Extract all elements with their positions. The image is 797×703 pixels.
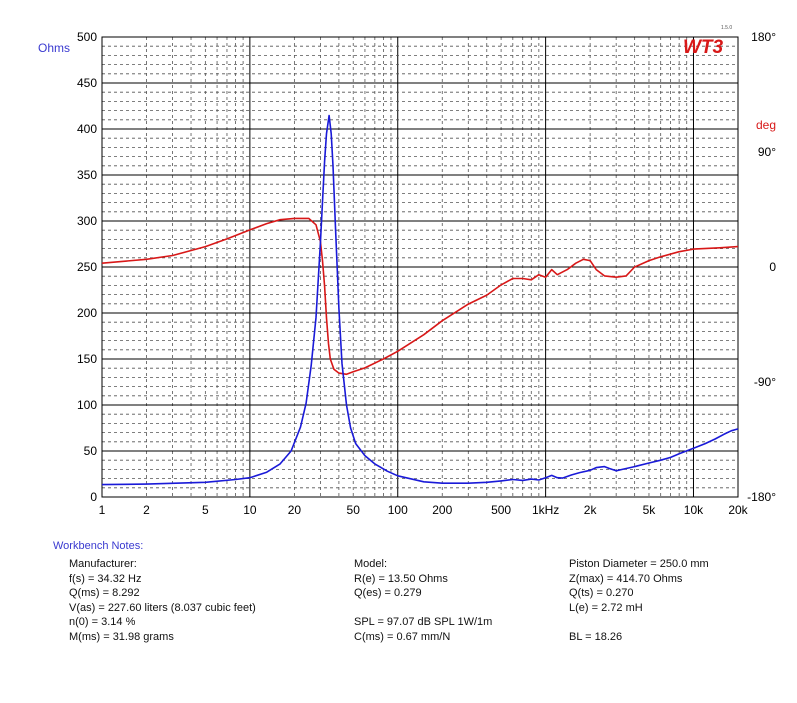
- y-right-tick-label: -90°: [754, 375, 776, 389]
- note-re: R(e) = 13.50 Ohms: [354, 572, 448, 585]
- x-tick-label: 200: [432, 503, 452, 517]
- x-tick-label: 5k: [643, 503, 657, 517]
- impedance-chart: 1 2 5 10 20 50 100 200 500 1kHz 2k 5k 10k 20k 0 50 100 15…: [38, 25, 776, 517]
- note-qms: Q(ms) = 8.292: [69, 587, 140, 600]
- x-tick-label: 10: [243, 503, 257, 517]
- x-tick-label: 1: [99, 503, 106, 517]
- y-left-tick-label: 150: [77, 352, 97, 366]
- axis-ticks: 1 2 5 10 20 50 100 200 500 1kHz 2k 5k 10k 20k 0 50 100 15…: [77, 30, 776, 517]
- note-model: Model:: [354, 558, 388, 570]
- note-mms: M(ms) = 31.98 grams: [69, 630, 174, 643]
- note-vas: V(as) = 227.60 liters (8.037 cubic feet): [69, 601, 256, 614]
- wt3-logo: WT3: [683, 37, 724, 58]
- y-right-axis-label: deg: [756, 118, 776, 132]
- x-tick-label: 500: [491, 503, 511, 517]
- notes-column-3: Piston Diameter = 250.0 mm Z(max) = 414.…: [569, 557, 709, 645]
- y-left-tick-label: 500: [77, 30, 97, 44]
- note-qts: Q(ts) = 0.270: [569, 587, 634, 600]
- y-right-tick-label: 90°: [758, 145, 776, 159]
- y-left-tick-label: 250: [77, 260, 97, 274]
- y-left-tick-label: 200: [77, 306, 97, 320]
- plot-frame: [101, 36, 739, 498]
- y-right-tick-label: -180°: [747, 490, 776, 504]
- y-left-axis-label: Ohms: [38, 41, 70, 55]
- note-qes: Q(es) = 0.279: [354, 587, 422, 600]
- y-left-tick-label: 100: [77, 398, 97, 412]
- y-left-tick-label: 450: [77, 76, 97, 90]
- y-left-tick-label: 350: [77, 168, 97, 182]
- x-tick-label: 100: [388, 503, 408, 517]
- chart-series: [101, 114, 739, 486]
- note-bl: BL = 18.26: [569, 630, 623, 643]
- x-tick-label: 20k: [728, 503, 748, 517]
- note-cms: C(ms) = 0.67 mm/N: [354, 630, 451, 643]
- note-le: L(e) = 2.72 mH: [569, 601, 643, 614]
- note-piston-diameter: Piston Diameter = 250.0 mm: [569, 558, 709, 570]
- note-spl: SPL = 97.07 dB SPL 1W/1m: [354, 616, 493, 629]
- y-right-tick-label: 0: [769, 260, 776, 274]
- note-blank-2: [569, 615, 709, 630]
- notes-column-1: Manufacturer: f(s) = 34.32 Hz Q(ms) = 8.…: [69, 557, 256, 645]
- note-zmax: Z(max) = 414.70 Ohms: [569, 572, 683, 585]
- note-blank: [354, 601, 492, 616]
- notes-column-2: Model: R(e) = 13.50 Ohms Q(es) = 0.279 S…: [354, 557, 492, 645]
- phase-curve: [101, 217, 739, 376]
- x-tick-label: 2: [143, 503, 150, 517]
- x-tick-label: 5: [202, 503, 209, 517]
- x-tick-label: 50: [347, 503, 361, 517]
- y-right-tick-label: 180°: [751, 30, 776, 44]
- y-left-tick-label: 50: [84, 444, 98, 458]
- note-n0: n(0) = 3.14 %: [69, 616, 136, 629]
- note-manufacturer: Manufacturer:: [69, 558, 137, 570]
- x-tick-label: 2k: [584, 503, 598, 517]
- y-left-tick-label: 0: [90, 490, 97, 504]
- y-left-tick-label: 300: [77, 214, 97, 228]
- impedance-curve: [101, 114, 739, 486]
- logo-version: 1.5.0: [721, 25, 732, 31]
- workbench-notes-title: Workbench Notes:: [53, 540, 144, 552]
- x-tick-label: 10k: [684, 503, 704, 517]
- x-tick-label: 20: [288, 503, 302, 517]
- x-tick-label: 1kHz: [532, 503, 559, 517]
- y-left-tick-label: 400: [77, 122, 97, 136]
- note-fs: f(s) = 34.32 Hz: [69, 572, 142, 585]
- chart-grid: [102, 37, 738, 497]
